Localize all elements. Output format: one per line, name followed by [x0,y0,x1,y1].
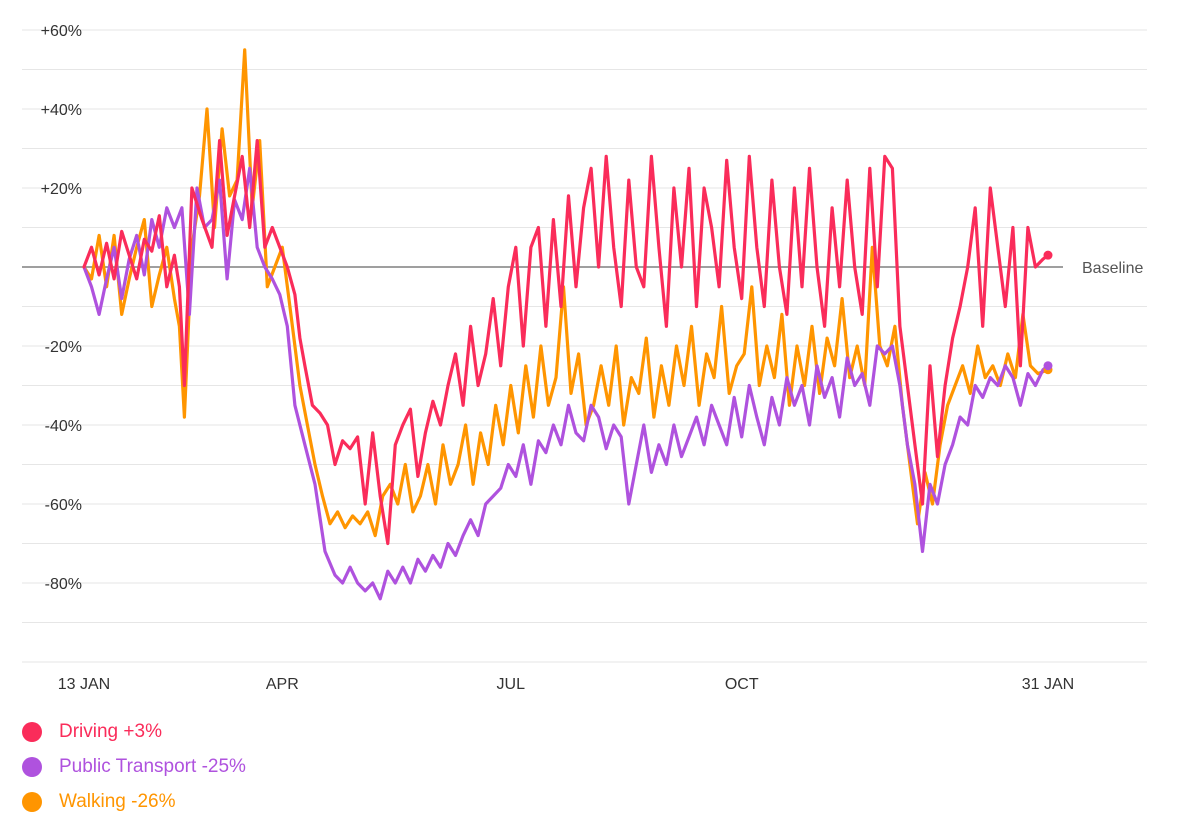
x-tick-label: APR [266,676,299,693]
legend-item-driving[interactable]: Driving +3% [22,714,246,749]
end-marker-public-transport [1043,361,1053,371]
series-end-markers [1043,250,1053,375]
series-lines [82,48,1050,601]
legend-label-public-transport: Public Transport -25% [59,755,246,777]
y-axis-tick-labels: +60% +40% +20% -20% -40% -60% -80% [41,23,82,593]
y-tick-label: -60% [45,497,82,514]
legend-item-public-transport[interactable]: Public Transport -25% [22,749,246,784]
baseline-label: Baseline [1082,260,1143,277]
walking-dot-icon [22,791,42,812]
end-marker-driving [1043,250,1053,260]
y-tick-label: +20% [41,181,82,198]
x-tick-label: JUL [497,676,526,693]
legend-label-walking: Walking -26% [59,790,176,812]
y-tick-label: +40% [41,102,82,119]
y-tick-label: -20% [45,339,82,356]
series-line-public-transport [82,166,1050,601]
y-tick-label: +60% [41,23,82,40]
y-tick-label: -80% [45,576,82,593]
legend: Driving +3% Public Transport -25% Walkin… [22,714,246,819]
x-tick-label: 13 JAN [58,676,110,693]
series-line-driving [82,139,1050,546]
legend-item-walking[interactable]: Walking -26% [22,784,246,819]
legend-label-driving: Driving +3% [59,720,162,742]
x-tick-label: 31 JAN [1022,676,1074,693]
driving-dot-icon [22,721,42,742]
x-tick-label: OCT [725,676,759,693]
y-tick-label: -40% [45,418,82,435]
public-transport-dot-icon [22,756,42,777]
series-line-walking [82,48,1050,538]
grid-lines [22,29,1147,663]
x-axis-tick-labels: 13 JAN APR JUL OCT 31 JAN [58,676,1074,693]
